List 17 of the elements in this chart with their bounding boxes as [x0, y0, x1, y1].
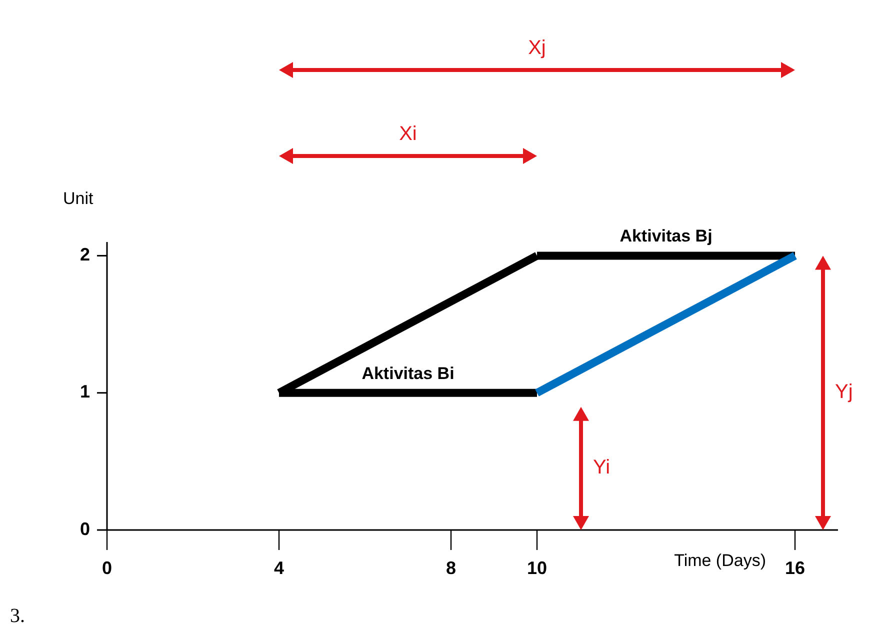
- text: Xi: [399, 123, 417, 145]
- series-label: Aktivitas Bi: [362, 364, 454, 383]
- x-axis-title: Time (Days): [674, 551, 766, 570]
- annotation: Yj: [835, 381, 853, 404]
- x-tick-label: 16: [784, 558, 806, 578]
- x-tick-label: 4: [274, 558, 284, 578]
- text: Xj: [528, 37, 546, 59]
- x-tick-label: 0: [102, 558, 112, 578]
- series-label: Aktivitas Bj: [620, 226, 712, 246]
- x-tick-label: 10: [526, 558, 548, 578]
- y-tick-label: 2: [80, 244, 90, 264]
- y-tick-label: 0: [80, 518, 90, 539]
- x-tick-label: 8: [446, 558, 456, 578]
- y-axis-title: Unit: [63, 189, 94, 208]
- annotation: Yi: [593, 456, 610, 479]
- text: 3.: [10, 605, 25, 627]
- y-tick-label: 1: [80, 382, 90, 402]
